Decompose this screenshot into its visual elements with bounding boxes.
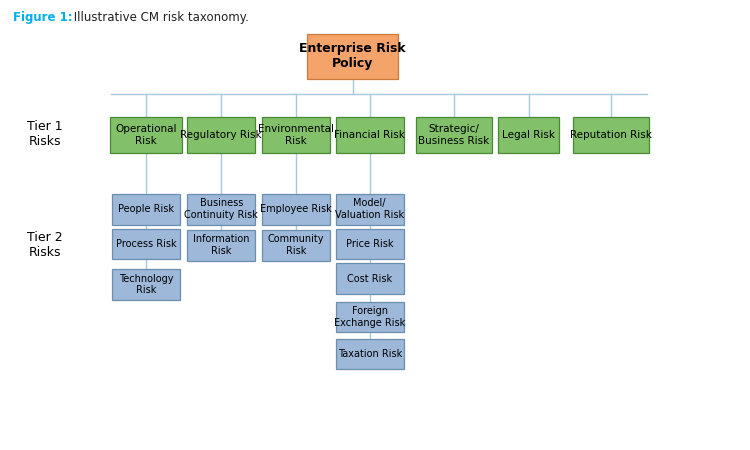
Text: Price Risk: Price Risk bbox=[346, 239, 394, 249]
Text: Information
Risk: Information Risk bbox=[193, 234, 250, 256]
Text: Environmental
Risk: Environmental Risk bbox=[258, 124, 334, 146]
Text: Taxation Risk: Taxation Risk bbox=[338, 349, 402, 359]
FancyBboxPatch shape bbox=[336, 302, 404, 332]
FancyBboxPatch shape bbox=[262, 230, 331, 261]
Text: Model/
Valuation Risk: Model/ Valuation Risk bbox=[335, 198, 404, 220]
Text: Enterprise Risk
Policy: Enterprise Risk Policy bbox=[299, 42, 406, 70]
FancyBboxPatch shape bbox=[262, 117, 331, 153]
Text: Illustrative CM risk taxonomy.: Illustrative CM risk taxonomy. bbox=[70, 11, 248, 24]
FancyBboxPatch shape bbox=[308, 33, 398, 79]
Text: Process Risk: Process Risk bbox=[116, 239, 176, 249]
Text: Operational
Risk: Operational Risk bbox=[116, 124, 177, 146]
Text: Tier 2
Risks: Tier 2 Risks bbox=[27, 231, 63, 259]
Text: Regulatory Risk: Regulatory Risk bbox=[181, 130, 262, 140]
Text: Foreign
Exchange Risk: Foreign Exchange Risk bbox=[334, 306, 405, 328]
FancyBboxPatch shape bbox=[336, 263, 404, 294]
FancyBboxPatch shape bbox=[110, 117, 182, 153]
FancyBboxPatch shape bbox=[336, 117, 404, 153]
Text: People Risk: People Risk bbox=[118, 204, 174, 214]
FancyBboxPatch shape bbox=[498, 117, 559, 153]
FancyBboxPatch shape bbox=[336, 194, 404, 225]
Text: Figure 1:: Figure 1: bbox=[13, 11, 74, 24]
Text: Reputation Risk: Reputation Risk bbox=[570, 130, 652, 140]
Text: Cost Risk: Cost Risk bbox=[347, 274, 392, 284]
FancyBboxPatch shape bbox=[262, 194, 331, 225]
FancyBboxPatch shape bbox=[416, 117, 492, 153]
FancyBboxPatch shape bbox=[188, 117, 255, 153]
FancyBboxPatch shape bbox=[188, 230, 255, 261]
Text: Employee Risk: Employee Risk bbox=[260, 204, 332, 214]
Text: Strategic/
Business Risk: Strategic/ Business Risk bbox=[419, 124, 489, 146]
FancyBboxPatch shape bbox=[112, 269, 180, 300]
FancyBboxPatch shape bbox=[573, 117, 649, 153]
FancyBboxPatch shape bbox=[188, 194, 255, 225]
FancyBboxPatch shape bbox=[336, 339, 404, 369]
FancyBboxPatch shape bbox=[112, 229, 180, 259]
Text: Tier 1
Risks: Tier 1 Risks bbox=[27, 120, 63, 148]
Text: Financial Risk: Financial Risk bbox=[334, 130, 405, 140]
Text: Business
Continuity Risk: Business Continuity Risk bbox=[184, 198, 258, 220]
Text: Legal Risk: Legal Risk bbox=[503, 130, 555, 140]
Text: Community
Risk: Community Risk bbox=[268, 234, 325, 256]
FancyBboxPatch shape bbox=[112, 194, 180, 225]
FancyBboxPatch shape bbox=[336, 229, 404, 259]
Text: Technology
Risk: Technology Risk bbox=[119, 274, 173, 295]
